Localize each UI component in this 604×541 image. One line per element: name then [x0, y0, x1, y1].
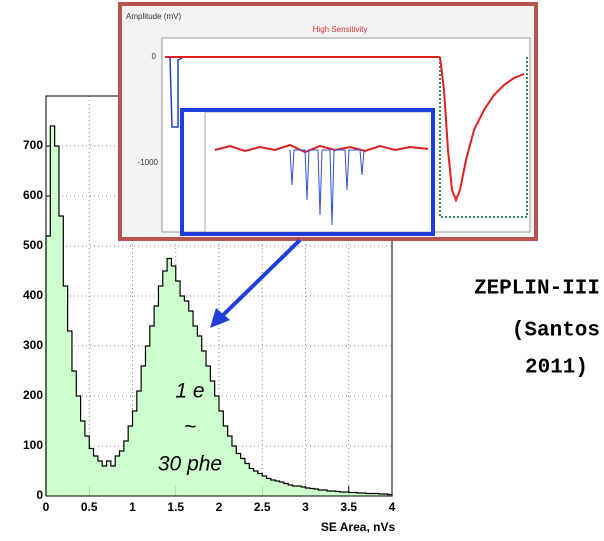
- bar: [102, 466, 106, 496]
- y-tick-label: 400: [23, 288, 43, 302]
- bar: [271, 480, 275, 496]
- y-tick-label: 600: [23, 188, 43, 202]
- bar: [68, 331, 72, 496]
- inset: Amplitude (mV) High Sensitivity 0 -1000: [120, 4, 536, 239]
- inset-tick: -1000: [138, 158, 159, 167]
- bar: [124, 441, 128, 496]
- x-tick-label: 1.5: [167, 500, 184, 514]
- annotation: 1 e: [175, 380, 204, 403]
- bar: [76, 396, 80, 496]
- x-tick-label: 1: [129, 500, 136, 514]
- bar: [254, 471, 258, 496]
- bar: [50, 126, 54, 496]
- bar: [141, 366, 145, 496]
- bar: [111, 466, 115, 496]
- bar: [120, 451, 124, 496]
- bar: [262, 476, 266, 496]
- bar: [210, 381, 214, 496]
- bar: [137, 391, 141, 496]
- bar: [301, 487, 305, 496]
- bar: [72, 371, 76, 496]
- figure: 010020030040050060070000.511.522.533.54 …: [0, 0, 604, 541]
- bar: [306, 488, 310, 496]
- bar: [133, 411, 137, 496]
- bar: [327, 491, 331, 496]
- x-tick-label: 4: [389, 500, 396, 514]
- side-text: 2011): [525, 357, 588, 380]
- bar: [59, 216, 63, 496]
- bar: [94, 456, 98, 496]
- bar: [258, 474, 262, 497]
- y-tick-label: 500: [23, 238, 43, 252]
- x-tick-label: 3.5: [340, 500, 357, 514]
- bar: [275, 481, 279, 496]
- bar: [215, 396, 219, 496]
- x-tick-label: 0: [43, 500, 50, 514]
- x-tick-label: 2: [216, 500, 223, 514]
- bar: [288, 485, 292, 496]
- bar: [63, 286, 67, 496]
- bar: [314, 489, 318, 496]
- bar: [280, 482, 284, 496]
- side-text: ZEPLIN-III: [474, 278, 600, 301]
- bar: [249, 469, 253, 497]
- bar: [107, 461, 111, 496]
- bar: [145, 346, 149, 496]
- bar: [318, 490, 322, 496]
- bar: [336, 492, 340, 497]
- bar: [293, 486, 297, 496]
- inset-ylabel: Amplitude (mV): [126, 12, 181, 21]
- bar: [267, 479, 271, 497]
- bar: [228, 436, 232, 496]
- bar: [245, 464, 249, 497]
- bar: [331, 491, 335, 496]
- bar: [55, 146, 59, 496]
- inset-tick: 0: [152, 52, 157, 61]
- bar: [98, 461, 102, 496]
- y-tick-label: 300: [23, 338, 43, 352]
- y-tick-label: 100: [23, 438, 43, 452]
- bar: [128, 426, 132, 496]
- y-tick-label: 200: [23, 388, 43, 402]
- bar: [223, 426, 227, 496]
- bar: [297, 486, 301, 496]
- bar: [310, 489, 314, 497]
- annotation: 30 phe: [158, 453, 222, 476]
- bar: [150, 326, 154, 496]
- bar: [206, 366, 210, 496]
- bar: [89, 449, 93, 497]
- annotation: ~: [184, 416, 196, 439]
- bar: [241, 459, 245, 497]
- bar: [236, 454, 240, 497]
- x-tick-label: 0.5: [81, 500, 98, 514]
- x-tick-label: 2.5: [254, 500, 271, 514]
- side-text: (Santos: [512, 320, 600, 343]
- x-axis-label: SE Area, nVs: [321, 520, 396, 534]
- bar: [323, 490, 327, 496]
- bar: [46, 236, 50, 496]
- bar: [232, 446, 236, 496]
- bar: [81, 421, 85, 496]
- y-tick-label: 700: [23, 138, 43, 152]
- x-tick-label: 3: [302, 500, 309, 514]
- inset-title: High Sensitivity: [313, 25, 368, 34]
- bar: [115, 456, 119, 496]
- bar: [284, 484, 288, 497]
- bar: [85, 436, 89, 496]
